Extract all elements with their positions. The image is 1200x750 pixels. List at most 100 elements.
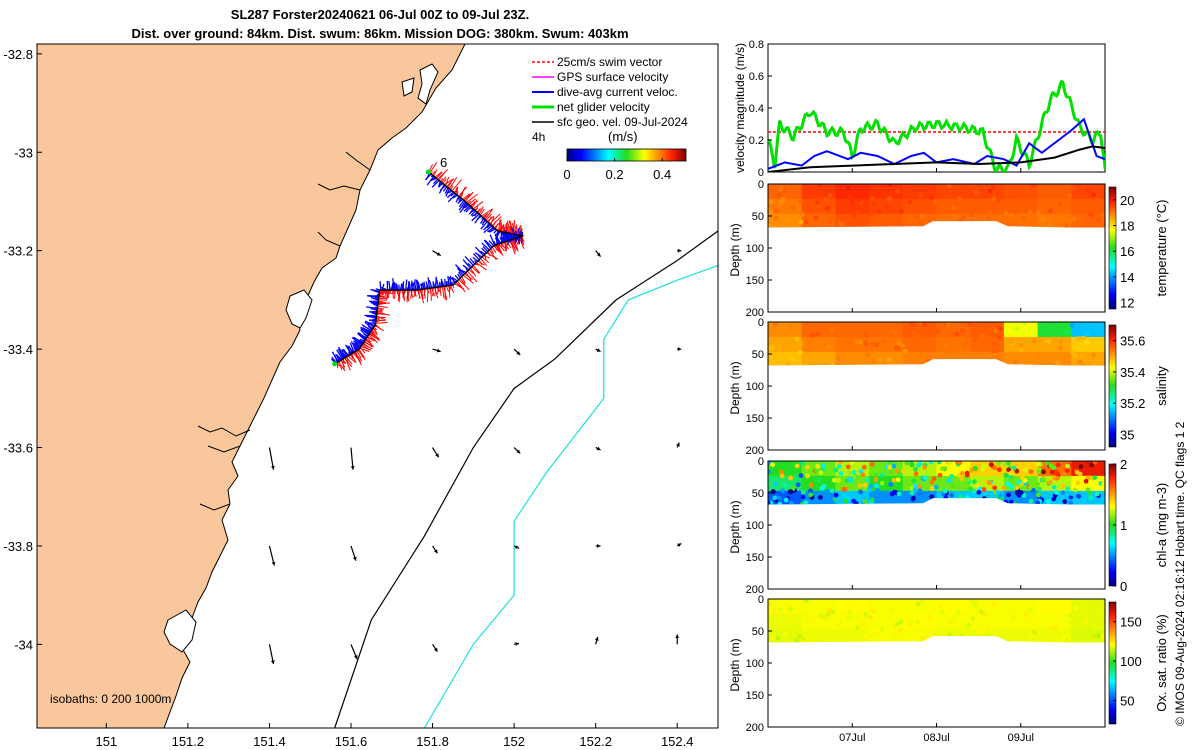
oxygen-sample xyxy=(894,621,900,627)
oxygen-sample xyxy=(1053,637,1059,643)
chla-ylabel: Depth (m) xyxy=(728,500,742,553)
current-vector xyxy=(595,250,602,257)
map-y-tick-label: -33.4 xyxy=(3,342,33,357)
salinity-sample xyxy=(997,326,1003,332)
temperature-sample xyxy=(798,199,804,205)
salinity-cell xyxy=(902,336,937,353)
chla-sample xyxy=(800,489,806,495)
chla-sample xyxy=(992,480,998,486)
chla-sample xyxy=(1075,480,1081,486)
temperature-cell xyxy=(936,184,971,200)
oxygen-y-tick-label: 100 xyxy=(746,658,764,670)
chla-sample xyxy=(1089,462,1095,468)
chla-sample xyxy=(964,472,970,478)
map-colorbar-tick-label: 0 xyxy=(563,167,570,182)
oxygen-sample xyxy=(947,632,952,638)
legend-sfc: sfc geo. vel. 09-Jul-2024 xyxy=(557,115,688,129)
salinity-sample xyxy=(886,356,892,362)
chla-sample xyxy=(829,488,835,493)
temperature-sample xyxy=(914,214,920,220)
salinity-y-tick-label: 100 xyxy=(746,381,764,393)
oxygen-cell xyxy=(835,628,870,643)
salinity-sample xyxy=(815,344,821,349)
oxygen-sample xyxy=(1092,632,1098,638)
salinity-colorbar-tick-label: 35.6 xyxy=(1120,334,1145,349)
oxygen-sample xyxy=(871,600,877,606)
temperature-sample xyxy=(995,198,1001,204)
temperature-sample xyxy=(983,200,989,206)
salinity-sample xyxy=(1086,361,1092,366)
current-vector xyxy=(595,544,601,548)
oxygen-sample xyxy=(978,609,984,614)
salinity-sample xyxy=(778,324,784,330)
chla-sample xyxy=(1022,478,1028,484)
temperature-sample xyxy=(898,208,904,214)
oxygen-colorbar-label: Ox. sat. ratio (%) xyxy=(1154,614,1169,712)
temperature-sample xyxy=(773,215,779,221)
oxygen-sample xyxy=(919,636,925,641)
salinity-cell xyxy=(768,351,803,366)
oxygen-sample xyxy=(981,612,987,617)
salinity-sample xyxy=(1084,331,1090,337)
oxygen-sample xyxy=(1074,605,1079,611)
chla-sample xyxy=(875,488,880,493)
oxygen-sample xyxy=(855,614,861,620)
chla-sample xyxy=(800,461,806,466)
temperature-sample xyxy=(917,220,923,226)
map-colorbar: 0 0.2 0.4 xyxy=(563,148,687,182)
chla-sample xyxy=(1083,478,1089,484)
temperature-sample xyxy=(930,184,936,190)
chla-sample xyxy=(805,464,810,470)
chla-sample xyxy=(805,473,811,479)
chla-sample xyxy=(860,472,866,478)
oxygen-sample xyxy=(1068,620,1073,625)
map-x-tick-label: 151.6 xyxy=(335,734,368,749)
temperature-sample xyxy=(987,209,992,215)
track-line xyxy=(334,171,525,365)
oxygen-sample xyxy=(822,615,828,621)
oxygen-sample xyxy=(1026,618,1032,623)
salinity-cell xyxy=(936,322,971,338)
oxygen-sample xyxy=(800,636,806,642)
chla-sample xyxy=(1061,471,1067,477)
salinity-sample xyxy=(882,338,888,344)
salinity-sample xyxy=(918,351,924,357)
current-vector xyxy=(432,348,441,353)
chla-y-tick-label: 0 xyxy=(758,456,764,468)
oxygen-sample xyxy=(787,606,793,612)
chla-sample xyxy=(897,471,903,477)
chla-sample xyxy=(1016,492,1022,498)
velocity-series-dive-avg-current xyxy=(768,117,1105,170)
temperature-sample xyxy=(1091,192,1097,198)
current-vector xyxy=(350,644,358,660)
chla-sample xyxy=(912,487,918,493)
oxygen-cell xyxy=(970,613,1005,630)
temperature-cell xyxy=(970,198,1005,215)
chla-sample xyxy=(1047,480,1053,485)
chla-sample xyxy=(949,492,955,498)
temperature-sample xyxy=(888,207,893,213)
oxygen-sample xyxy=(953,599,959,603)
temperature-sample xyxy=(822,197,828,202)
salinity-sample xyxy=(946,322,951,328)
oxygen-sample xyxy=(1061,634,1067,640)
chla-sample xyxy=(858,489,863,495)
salinity-sample xyxy=(916,334,922,340)
temperature-sample xyxy=(776,192,782,198)
velocity-series-sfc-geo-vel- xyxy=(768,145,1105,172)
current-vector xyxy=(676,542,682,547)
current-vector xyxy=(595,446,601,451)
oxygen-sample xyxy=(844,636,850,642)
isobath-1000m xyxy=(423,264,718,728)
oxygen-sample xyxy=(937,604,943,609)
temperature-y-tick-label: 50 xyxy=(752,211,764,223)
temperature-sample xyxy=(837,187,843,193)
chla-sample xyxy=(1065,463,1071,469)
salinity-sample xyxy=(902,348,908,354)
chla-sample xyxy=(777,501,783,505)
chla-sample xyxy=(913,466,918,472)
temperature-cell xyxy=(801,213,836,228)
chla-sample xyxy=(916,462,922,468)
salinity-sample xyxy=(903,322,909,326)
chla-sample xyxy=(1001,485,1006,491)
